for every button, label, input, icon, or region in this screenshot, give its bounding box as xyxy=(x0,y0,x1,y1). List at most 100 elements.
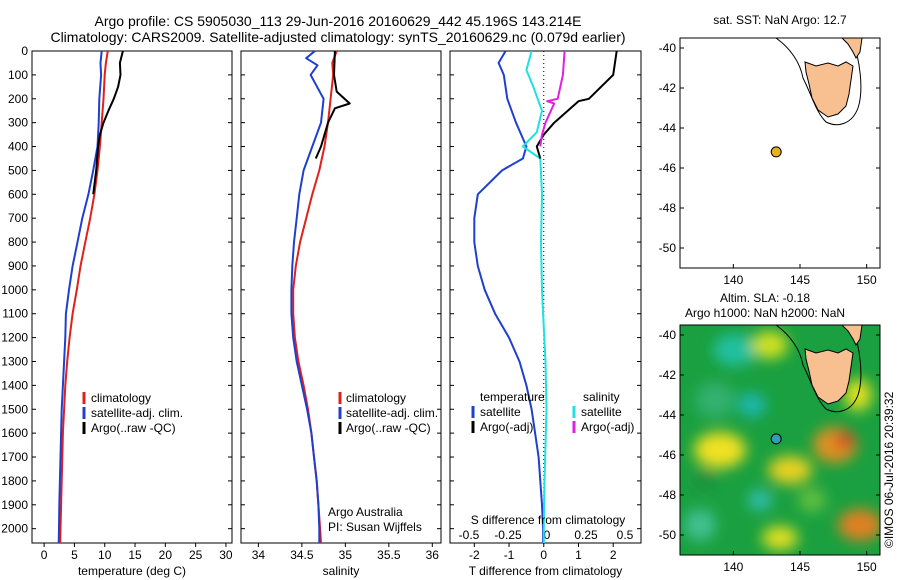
map-x-tick-label: 145 xyxy=(790,560,810,574)
y-tick-label: 500 xyxy=(8,163,28,177)
x-axis-label: temperature (deg C) xyxy=(78,564,186,578)
credit-text: ©IMOS 06-Jul-2016 20:39:32 xyxy=(882,391,896,548)
x-tick-label: 35.5 xyxy=(377,548,401,562)
y-tick-label: 600 xyxy=(8,187,28,201)
australia-mainland xyxy=(841,38,863,59)
tasmania-land xyxy=(804,61,854,118)
y-tick-label: 1400 xyxy=(1,378,28,392)
difference-legend: temperature salinity satellite Argo(-adj… xyxy=(471,390,635,527)
x-tick-label: 0 xyxy=(41,548,48,562)
x-tick-label: 34 xyxy=(252,548,266,562)
map-y-tick-label: -50 xyxy=(659,241,677,255)
difference-panel: -2 -1 0 1 2 T difference from climatology -0.5… xyxy=(450,50,641,578)
legend-label-satellite-adj: satellite-adj. clim. xyxy=(91,406,183,420)
legend-header-temperature: temperature xyxy=(480,390,545,404)
series-line xyxy=(521,51,548,543)
legend-label-s-argo: Argo(-adj) xyxy=(581,420,634,434)
map-axes: -40 -42 -44 -46 -48 -50 140 145 150 -40 -42 -44 -46 -… xyxy=(659,41,880,574)
series-line xyxy=(535,51,618,159)
y-tick-label: 2000 xyxy=(1,522,28,536)
series-line xyxy=(473,51,545,543)
map-x-tick-label: 150 xyxy=(857,273,877,287)
y-tick-label: 700 xyxy=(8,211,28,225)
s-diff-tick-label: -0.5 xyxy=(459,528,480,542)
map-y-tick-label: -46 xyxy=(659,161,677,175)
y-tick-label: 1100 xyxy=(2,307,28,321)
y-tick-label: 300 xyxy=(8,116,28,130)
sst-map xyxy=(679,37,881,269)
legend-label-t-argo: Argo(-adj) xyxy=(480,420,533,434)
y-tick-label: 1200 xyxy=(1,331,28,345)
sla-map-title-line2: Argo h1000: NaN h2000: NaN xyxy=(685,306,845,320)
y-tick-label: 400 xyxy=(8,140,28,154)
annotation-pi: PI: Susan Wijffels xyxy=(328,520,422,534)
sla-map-frame xyxy=(679,324,881,556)
s-difference-title: S difference from climatology xyxy=(471,513,626,527)
x-axis-label: salinity xyxy=(323,564,360,578)
sst-map-title: sat. SST: NaN Argo: 12.7 xyxy=(713,13,847,27)
salinity-plot-area xyxy=(240,50,442,544)
x-tick-label: 0 xyxy=(540,548,547,562)
map-y-tick-label: -48 xyxy=(659,201,677,215)
shelf-contour xyxy=(775,38,862,126)
x-axis-label: T difference from climatology xyxy=(469,564,623,578)
series-line xyxy=(92,51,124,195)
map-x-tick-label: 145 xyxy=(790,273,810,287)
x-tick-label: -1 xyxy=(504,548,515,562)
x-tick-label: 34.5 xyxy=(290,548,314,562)
series-group xyxy=(57,51,124,543)
argo-location-marker xyxy=(770,433,782,445)
series-line xyxy=(290,51,325,543)
x-tick-label: 30 xyxy=(219,548,233,562)
map-x-tick-label: 150 xyxy=(857,560,877,574)
y-tick-label: 1600 xyxy=(1,426,28,440)
x-tick-label: 1 xyxy=(575,548,582,562)
legend-label-s-satellite: satellite xyxy=(581,405,622,419)
y-tick-label: 1000 xyxy=(1,283,28,297)
x-tick-label: -2 xyxy=(469,548,480,562)
s-diff-tick-label: 0 xyxy=(544,528,551,542)
y-tick-label: 1700 xyxy=(1,450,28,464)
tasmania-land xyxy=(804,348,854,405)
series-group xyxy=(290,51,351,543)
map-y-tick-label: -48 xyxy=(659,488,677,502)
map-y-tick-label: -50 xyxy=(659,528,677,542)
header-line1: Argo profile: CS 5905030_113 29-Jun-2016… xyxy=(94,13,581,29)
map-x-tick-label: 140 xyxy=(723,560,743,574)
y-tick-label: 800 xyxy=(8,235,28,249)
sla-map xyxy=(679,324,881,556)
legend-header-salinity: salinity xyxy=(583,390,620,404)
map-y-tick-label: -46 xyxy=(659,448,677,462)
s-diff-tick-label: -0.25 xyxy=(494,528,522,542)
map-y-tick-label: -42 xyxy=(659,81,677,95)
legend-label-argo: Argo(..raw -QC) xyxy=(91,421,176,435)
sla-map-title-line1: Altim. SLA: -0.18 xyxy=(720,291,810,305)
map-y-tick-label: -44 xyxy=(659,121,677,135)
shelf-contour xyxy=(775,325,862,413)
legend-label-climatology: climatology xyxy=(91,391,151,405)
legend-label-climatology: climatology xyxy=(346,391,406,405)
map-y-tick-label: -44 xyxy=(659,408,677,422)
s-diff-tick-label: 0.5 xyxy=(617,528,634,542)
annotation-argo-australia: Argo Australia xyxy=(328,505,403,519)
temperature-legend: climatology satellite-adj. clim. Argo(..… xyxy=(82,391,183,435)
series-line xyxy=(57,51,103,543)
map-y-tick-label: -40 xyxy=(659,41,677,55)
series-line xyxy=(59,51,109,543)
x-tick-label: 10 xyxy=(98,548,112,562)
y-tick-label: 1500 xyxy=(1,402,28,416)
legend-label-t-satellite: satellite xyxy=(480,405,521,419)
y-tick-label: 900 xyxy=(8,259,28,273)
map-y-tick-label: -40 xyxy=(659,328,677,342)
x-tick-label: 20 xyxy=(159,548,173,562)
argo-location-marker xyxy=(770,146,782,158)
x-tick-label: 36 xyxy=(426,548,440,562)
legend-label-satellite-adj: satellite-adj. clim. xyxy=(346,406,438,420)
x-tick-label: 5 xyxy=(71,548,78,562)
series-line xyxy=(539,51,566,147)
y-tick-label: 0 xyxy=(21,44,28,58)
x-tick-label: 2 xyxy=(610,548,617,562)
salinity-panel: 34 34.5 35 35.5 36 salinity xyxy=(241,50,441,578)
map-x-tick-label: 140 xyxy=(723,273,743,287)
